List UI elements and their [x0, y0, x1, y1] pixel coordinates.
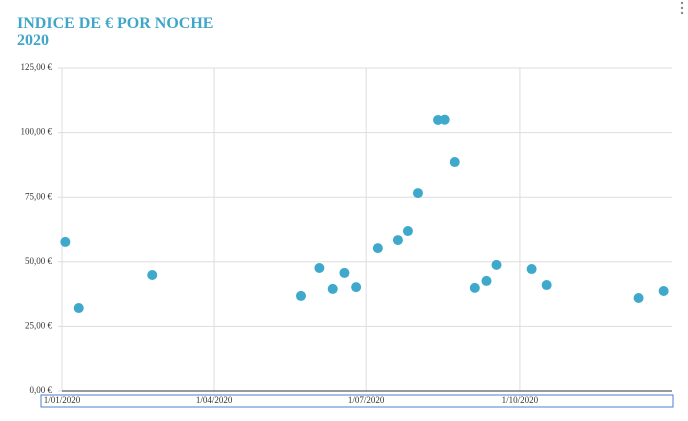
point: [339, 267, 350, 278]
point: [392, 235, 403, 246]
point: [541, 280, 552, 291]
y-tick-label: 25,00 €: [25, 320, 53, 330]
point: [481, 275, 492, 286]
y-tick-label: 0,00 €: [30, 385, 53, 395]
y-tick-label: 125,00 €: [21, 62, 53, 72]
point: [402, 226, 413, 237]
point: [73, 303, 84, 314]
point: [372, 243, 383, 254]
menu-icon[interactable]: [680, 1, 684, 15]
point: [327, 283, 338, 294]
point: [491, 259, 502, 270]
point: [60, 236, 71, 247]
y-tick-label: 50,00 €: [25, 256, 53, 266]
x-tick-label: 1/07/2020: [348, 395, 385, 405]
point: [412, 188, 423, 199]
x-tick-label: 1/04/2020: [196, 395, 233, 405]
y-tick-label: 75,00 €: [25, 191, 53, 201]
point: [633, 292, 644, 303]
point: [295, 290, 306, 301]
point: [314, 263, 325, 274]
point: [658, 285, 669, 296]
x-tick-label: 1/10/2020: [502, 395, 539, 405]
point: [147, 269, 158, 280]
y-tick-label: 100,00 €: [21, 127, 53, 137]
chart-title: INDICE DE € POR NOCHE: [17, 15, 213, 32]
point: [439, 114, 450, 125]
x-tick-label: 1/01/2020: [44, 395, 81, 405]
axis-selection: [40, 394, 674, 408]
point: [351, 282, 362, 293]
point: [526, 264, 537, 275]
point: [469, 282, 480, 293]
point: [449, 157, 460, 168]
chart-title: 2020: [17, 32, 49, 49]
